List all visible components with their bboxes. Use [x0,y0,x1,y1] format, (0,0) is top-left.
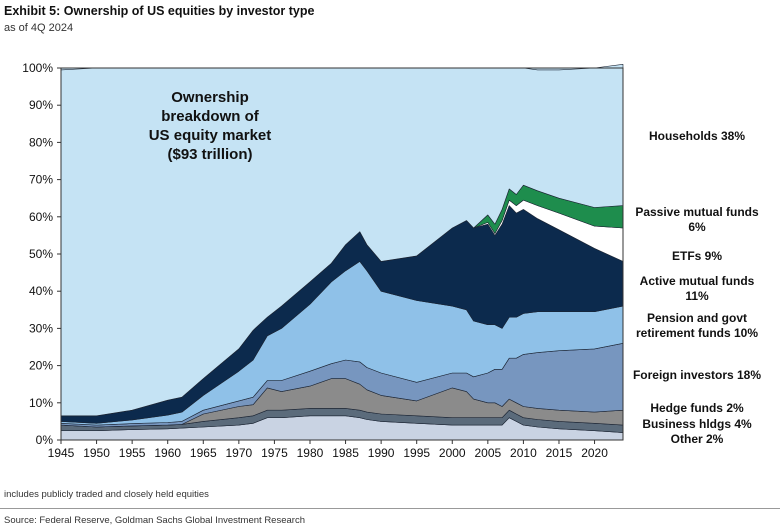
legend-label: Foreign investors 18% [633,368,761,382]
x-tick-label: 2020 [581,446,608,460]
y-tick-label: 50% [29,247,53,261]
x-tick-label: 2005 [474,446,501,460]
source-note: Source: Federal Reserve, Goldman Sachs G… [4,515,305,526]
legend-label: Other 2% [671,432,724,446]
legend-label: retirement funds 10% [636,326,758,340]
legend-label: Pension and govt [647,311,747,325]
x-tick-label: 2010 [510,446,537,460]
y-tick-label: 80% [29,135,53,149]
y-tick-label: 0% [36,433,54,447]
y-tick-label: 20% [29,359,53,373]
footer-divider [0,508,780,509]
x-tick-label: 2015 [546,446,573,460]
chart-annotation-line: ($93 trillion) [167,146,252,163]
legend-label: Hedge funds 2% [650,401,744,415]
ownership-area-chart: 0% 10% 20% 30% 40% 50% 60% 70% 80% 90% 100% 1945 195… [22,61,761,460]
legend-label: 11% [685,289,709,303]
legend-label: ETFs 9% [672,249,722,263]
x-tick-label: 1980 [297,446,324,460]
legend-label: Households 38% [649,129,745,143]
x-tick-label: 2000 [439,446,466,460]
x-tick-label: 1950 [83,446,110,460]
y-tick-label: 30% [29,321,53,335]
legend-label: Active mutual funds [640,274,755,288]
x-tick-label: 1955 [119,446,146,460]
y-tick-label: 40% [29,284,53,298]
x-tick-label: 1965 [190,446,217,460]
chart-annotation-line: Ownership [171,89,249,106]
legend-label: 6% [688,220,706,234]
y-tick-label: 100% [22,61,53,75]
chart-annotation-line: breakdown of [161,108,260,125]
y-tick-label: 60% [29,210,53,224]
chart-annotation-line: US equity market [149,127,272,144]
x-tick-label: 1945 [48,446,75,460]
x-tick-label: 1985 [332,446,359,460]
legend-label: Business hldgs 4% [642,417,752,431]
y-tick-label: 90% [29,98,53,112]
y-tick-label: 70% [29,173,53,187]
chart-title: Exhibit 5: Ownership of US equities by i… [4,4,315,18]
chart-subtitle: as of 4Q 2024 [4,22,74,34]
y-tick-label: 10% [29,396,53,410]
x-tick-label: 1970 [225,446,252,460]
x-tick-label: 1995 [403,446,430,460]
x-tick-label: 1990 [368,446,395,460]
legend-label: Passive mutual funds [635,205,759,219]
footnote: includes publicly traded and closely hel… [4,489,209,500]
x-tick-label: 1975 [261,446,288,460]
x-tick-label: 1960 [154,446,181,460]
